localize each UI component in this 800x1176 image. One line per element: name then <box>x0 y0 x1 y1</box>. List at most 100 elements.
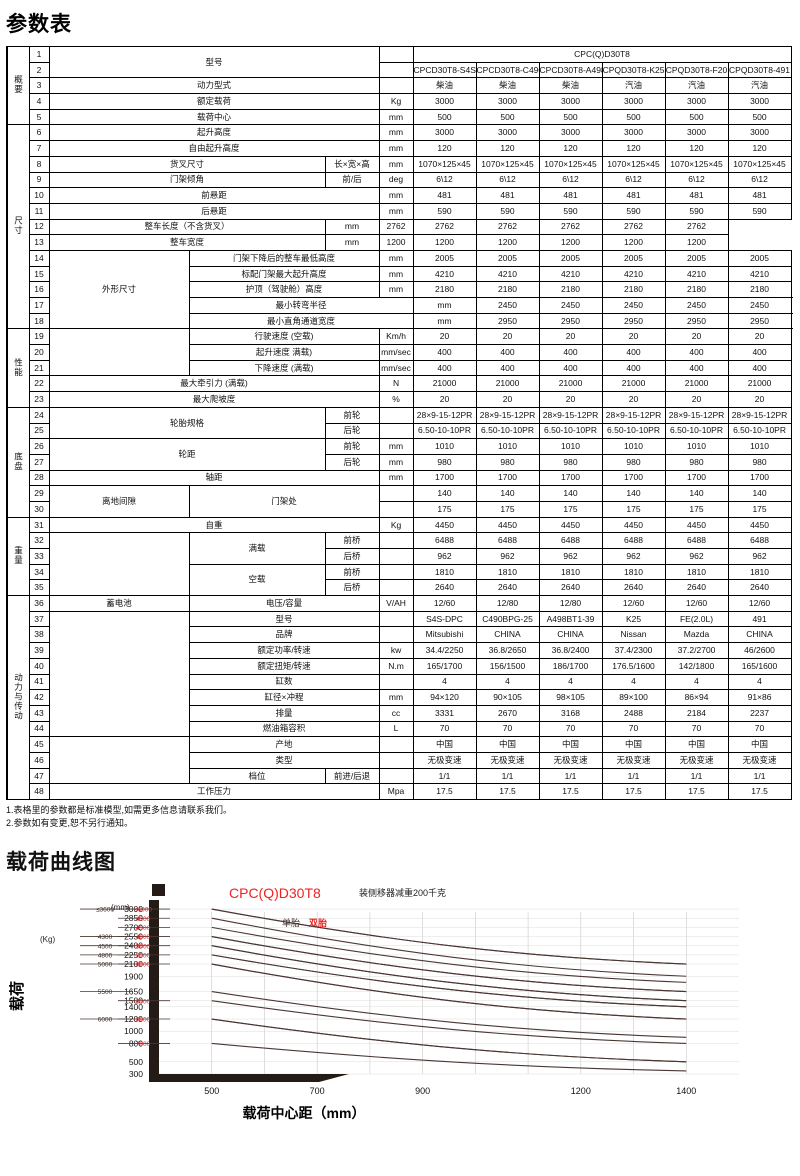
row-unit <box>379 611 413 627</box>
page-title: 参数表 <box>6 8 800 38</box>
row-label-sub: 前轮 <box>325 439 379 455</box>
cell-value: 20 <box>476 329 539 345</box>
cell-value: 3000 <box>665 94 728 110</box>
x-tick-label: 900 <box>415 1086 430 1096</box>
cell-value: 3000 <box>602 94 665 110</box>
row-number: 6 <box>29 125 49 141</box>
cell-value: 400 <box>476 345 539 361</box>
cell-value: 3000 <box>728 125 791 141</box>
cell-value: 1810 <box>539 564 602 580</box>
cell-value: 89×100 <box>602 690 665 706</box>
cell-value: 6\12 <box>665 172 728 188</box>
curve-label: 6500 <box>136 998 151 1005</box>
cell-value: 6.50-10-10PR <box>728 423 791 439</box>
cell-value: Nissan <box>602 627 665 643</box>
row-unit <box>379 407 413 423</box>
cell-value: 3000 <box>476 94 539 110</box>
cell-value: 481 <box>413 188 476 204</box>
cell-value: 6\12 <box>476 172 539 188</box>
cell-value: 2640 <box>728 580 791 596</box>
row-label-primary: 型号 <box>49 47 379 78</box>
cell-value: 1/1 <box>413 768 476 784</box>
model-name-header: CPQD30T8-491 <box>728 62 791 78</box>
curve-label: ≤4000 <box>134 907 152 914</box>
y-unit-label: (Kg) <box>40 935 55 944</box>
note-2: 2.参数如有变更,恕不另行通知。 <box>6 817 800 830</box>
cell-value: 2640 <box>602 580 665 596</box>
cell-value: 120 <box>728 141 791 157</box>
cell-value: 400 <box>665 345 728 361</box>
curve-label: 6000 <box>136 962 151 969</box>
row-unit: mm <box>379 470 413 486</box>
cell-value: 6.50-10-10PR <box>665 423 728 439</box>
cell-value: 4450 <box>539 517 602 533</box>
cell-value: 1070×125×45 <box>539 156 602 172</box>
cell-value: 2180 <box>539 282 602 298</box>
cell-value: 20 <box>539 329 602 345</box>
cell-value: 中国 <box>665 737 728 753</box>
row-number: 11 <box>29 203 49 219</box>
cell-value: 4210 <box>476 266 539 282</box>
curve-label: 5500 <box>98 989 113 996</box>
cell-value: 无极变速 <box>413 752 476 768</box>
row-number: 24 <box>29 407 49 423</box>
cell-value: 186/1700 <box>539 658 602 674</box>
y-tick-label: 1000 <box>124 1026 143 1036</box>
row-label-secondary: 整车长度（不含货叉） <box>49 219 325 235</box>
cell-value: 2950 <box>476 313 539 329</box>
row-label-primary: 自重 <box>49 517 379 533</box>
row-label-sub: 前轮 <box>325 407 379 423</box>
cell-value: 2450 <box>476 298 539 314</box>
cell-value: 1070×125×45 <box>413 156 476 172</box>
row-label-primary: 离地间隙 <box>49 486 189 517</box>
row-number: 38 <box>29 627 49 643</box>
cell-value: 500 <box>539 109 602 125</box>
row-unit: Kg <box>379 517 413 533</box>
cell-value: 2005 <box>665 250 728 266</box>
cell-value: 2762 <box>539 219 602 235</box>
row-label-primary: 轮距 <box>49 439 325 470</box>
row-label-secondary: 起升速度 满载) <box>189 345 379 361</box>
row-label-secondary: 档位 <box>189 768 325 784</box>
y-tick-label: 500 <box>129 1057 143 1067</box>
cell-value: 6488 <box>728 533 791 549</box>
cell-value: 2762 <box>665 219 728 235</box>
cell-value: 590 <box>476 203 539 219</box>
cell-value: 400 <box>413 345 476 361</box>
row-number: 21 <box>29 360 49 376</box>
row-unit <box>379 752 413 768</box>
cell-value: 3000 <box>665 125 728 141</box>
x-axis-bar <box>149 1074 349 1082</box>
cell-value: 400 <box>602 345 665 361</box>
cell-value: 2950 <box>728 313 791 329</box>
cell-value: 1810 <box>665 564 728 580</box>
cell-value: 962 <box>602 549 665 565</box>
row-label-primary: 轮胎规格 <box>49 407 325 438</box>
cell-value: 2184 <box>665 705 728 721</box>
row-label-primary <box>49 533 189 596</box>
row-number: 17 <box>29 298 49 314</box>
cell-value: 2005 <box>602 250 665 266</box>
row-unit <box>379 47 413 63</box>
row-label-secondary: 门架处 <box>189 486 379 517</box>
cell-value: 400 <box>665 360 728 376</box>
row-number: 48 <box>29 784 49 800</box>
cell-value: 175 <box>413 501 476 517</box>
cell-value: 90×105 <box>476 690 539 706</box>
cell-value: 4210 <box>728 266 791 282</box>
cell-value: 1810 <box>728 564 791 580</box>
row-number: 10 <box>29 188 49 204</box>
row-number: 47 <box>29 768 49 784</box>
cell-value: CHINA <box>539 627 602 643</box>
cell-value: 12/60 <box>665 596 728 612</box>
row-number: 23 <box>29 392 49 408</box>
row-unit: mm <box>379 439 413 455</box>
row-unit <box>379 486 413 502</box>
row-unit <box>379 78 413 94</box>
row-label-sub: 后轮 <box>325 454 379 470</box>
y-tick-label: 1900 <box>124 971 143 981</box>
